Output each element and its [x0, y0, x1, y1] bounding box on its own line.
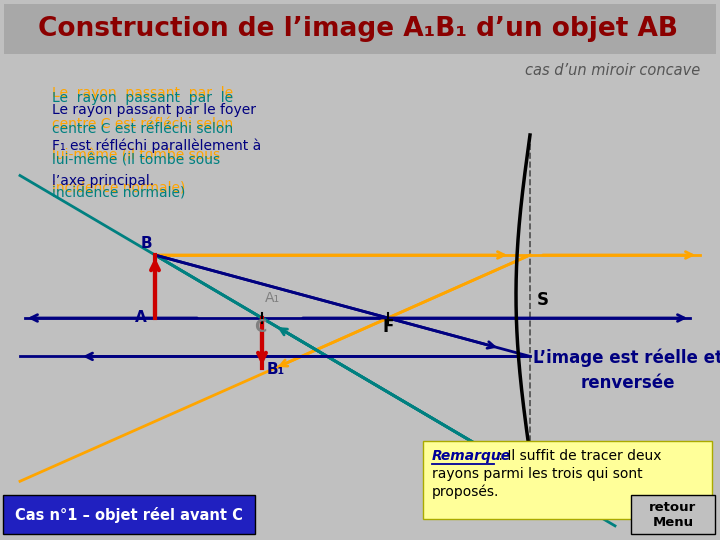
Text: S: S [537, 291, 549, 309]
Text: l’axe principal.: l’axe principal. [52, 174, 154, 188]
Text: B₁: B₁ [267, 362, 285, 377]
FancyBboxPatch shape [423, 441, 712, 519]
Text: Construction de l’image A₁B₁ d’un objet AB: Construction de l’image A₁B₁ d’un objet … [38, 16, 678, 42]
Text: Remarque: Remarque [432, 449, 511, 463]
Text: cas d’un miroir concave: cas d’un miroir concave [525, 63, 700, 78]
FancyBboxPatch shape [3, 495, 255, 534]
Text: centre C est réfléchi selon: centre C est réfléchi selon [52, 123, 233, 137]
Text: F₁ est réfléchi parallèlement à: F₁ est réfléchi parallèlement à [52, 138, 261, 153]
Text: F: F [383, 318, 395, 336]
Text: : Il suffit de tracer deux: : Il suffit de tracer deux [494, 449, 662, 463]
Text: centre C est réfléchi selon: centre C est réfléchi selon [52, 117, 233, 131]
Text: Le  rayon  passant  par  le: Le rayon passant par le [52, 91, 233, 105]
Text: A: A [135, 310, 147, 325]
Text: L’image est réelle et
renversée: L’image est réelle et renversée [533, 348, 720, 392]
Text: retour
Menu: retour Menu [649, 501, 697, 529]
Text: rayons parmi les trois qui sont: rayons parmi les trois qui sont [432, 467, 643, 481]
Text: lui-même (il tombe sous: lui-même (il tombe sous [52, 149, 220, 163]
Text: C: C [254, 318, 266, 336]
Text: A₁: A₁ [265, 291, 280, 305]
Text: incidence normale): incidence normale) [52, 180, 185, 194]
FancyBboxPatch shape [631, 495, 715, 534]
Text: Le  rayon  passant  par  le: Le rayon passant par le [52, 86, 233, 100]
Text: B: B [141, 236, 153, 251]
Text: Cas n°1 – objet réel avant C: Cas n°1 – objet réel avant C [15, 507, 243, 523]
FancyBboxPatch shape [4, 4, 716, 54]
Text: incidence normale): incidence normale) [52, 185, 185, 199]
Text: lui-même (il tombe sous: lui-même (il tombe sous [52, 154, 220, 168]
Text: proposés.: proposés. [432, 484, 500, 499]
Text: Le rayon passant par le foyer: Le rayon passant par le foyer [52, 103, 256, 117]
